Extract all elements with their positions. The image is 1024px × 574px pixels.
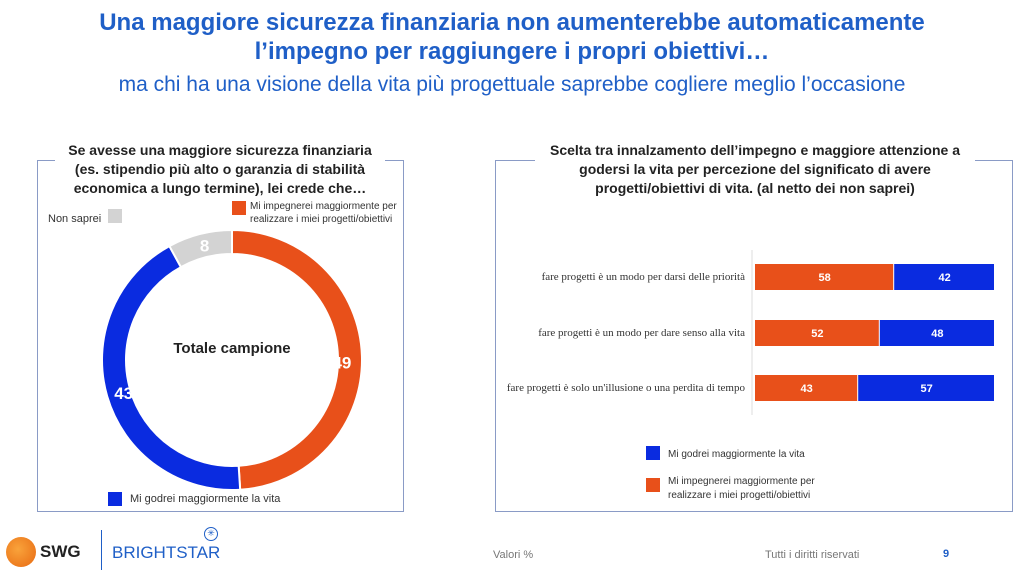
bar-legend-impegnerei: Mi impegnerei maggiormente per realizzar… — [668, 476, 815, 501]
donut-center-label: Totale campione — [173, 340, 291, 357]
legend-swatch-impegnerei — [232, 201, 246, 215]
bar-value-label: 57 — [920, 383, 932, 395]
bar-segment — [755, 320, 879, 346]
donut-value-label: 43 — [114, 384, 133, 403]
footer-rights: Tutti i diritti riservati — [765, 549, 860, 561]
category-label: fare progetti è solo un'illusione o una … — [507, 382, 745, 394]
legend-label-godrei: Mi godrei maggiormente la vita — [130, 493, 281, 505]
swg-logo-text: SWG — [40, 542, 81, 561]
bar-segment — [755, 375, 858, 401]
bar-legend-swatch-godrei — [646, 446, 660, 460]
legend-label-non-saprei: Non saprei — [48, 213, 102, 225]
donut-title: Se avesse una maggiore sicurezza finanzi… — [55, 141, 385, 198]
brightstar-star-icon: ✳ — [204, 527, 218, 541]
bar-value-label: 43 — [800, 383, 812, 395]
donut-value-label: 8 — [200, 237, 209, 256]
bar-segment — [755, 264, 894, 290]
bar-value-label: 58 — [818, 272, 830, 284]
bar-value-label: 48 — [931, 328, 943, 340]
page-subtitle: ma chi ha una visione della vita più pro… — [118, 73, 906, 96]
category-label: fare progetti è un modo per dare senso a… — [538, 327, 745, 339]
legend-label-impegnerei: Mi impegnerei maggiormente per realizzar… — [250, 201, 397, 225]
brightstar-logo-text: BRIGHTSTAR — [112, 543, 221, 562]
bar-legend-godrei: Mi godrei maggiormente la vita — [668, 449, 805, 460]
page-title: Una maggiore sicurezza finanziaria non a… — [99, 9, 925, 65]
donut-value-label: 49 — [332, 353, 351, 372]
logo-divider — [101, 530, 102, 570]
bar-segment — [858, 375, 994, 401]
donut-slice — [168, 228, 233, 269]
bar-legend-swatch-impegnerei — [646, 478, 660, 492]
legend-swatch-non-saprei — [108, 209, 122, 223]
bar-segment — [894, 264, 994, 290]
footer-note: Valori % — [493, 549, 534, 561]
category-label: fare progetti è un modo per darsi delle … — [542, 271, 745, 283]
bar-value-label: 52 — [811, 328, 823, 340]
page-number: 9 — [943, 548, 950, 560]
donut-slice — [101, 244, 242, 491]
bar-value-label: 42 — [938, 272, 950, 284]
bar-title: Scelta tra innalzamento dell’impegno e m… — [535, 141, 975, 198]
legend-swatch-godrei — [108, 492, 122, 506]
bar-segment — [879, 320, 994, 346]
swg-logo — [6, 537, 36, 567]
